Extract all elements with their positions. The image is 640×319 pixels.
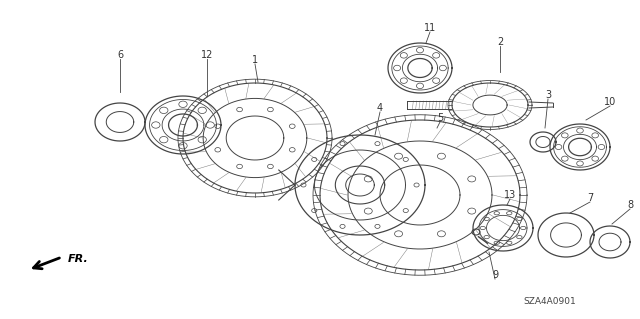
Text: 12: 12: [201, 50, 213, 60]
Text: 8: 8: [627, 200, 633, 210]
Text: 5: 5: [437, 113, 443, 123]
Text: 11: 11: [424, 23, 436, 33]
Text: 2: 2: [497, 37, 503, 47]
Text: 3: 3: [545, 90, 551, 100]
Text: 9: 9: [492, 270, 498, 280]
Text: 10: 10: [604, 97, 616, 107]
Text: 7: 7: [587, 193, 593, 203]
Text: 13: 13: [504, 190, 516, 200]
Text: 4: 4: [377, 103, 383, 113]
Text: FR.: FR.: [68, 254, 89, 264]
Text: 1: 1: [252, 55, 258, 65]
Text: SZA4A0901: SZA4A0901: [524, 298, 577, 307]
Text: 6: 6: [117, 50, 123, 60]
